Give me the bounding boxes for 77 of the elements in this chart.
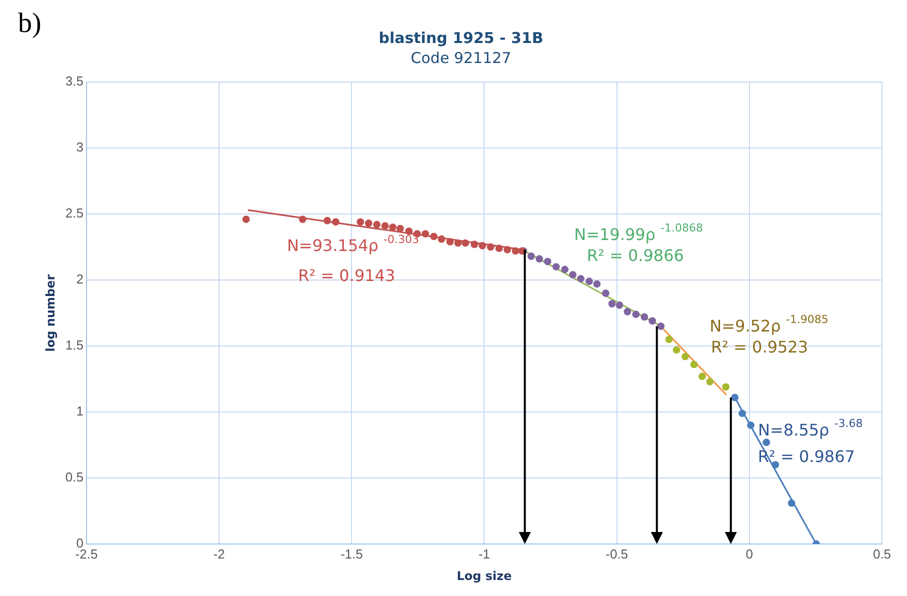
text: b): [18, 8, 42, 40]
point: [731, 394, 739, 402]
point: [389, 224, 396, 231]
point: [657, 322, 665, 330]
x-tick-label: -2: [213, 546, 225, 562]
chart-title: blasting 1925 - 31B: [378, 28, 544, 47]
point: [640, 313, 648, 321]
point: [298, 216, 306, 223]
point: [698, 372, 706, 380]
point: [396, 224, 404, 232]
annotation: R² = 0.9143: [298, 266, 396, 286]
x-tick-label: -1: [478, 546, 490, 562]
y-tick-label: 1.5: [65, 338, 84, 353]
point: [422, 230, 430, 238]
point: [486, 243, 494, 251]
point: [762, 438, 770, 446]
point: [364, 220, 372, 227]
point: [747, 422, 754, 429]
x-tick-label: 0.5: [872, 546, 892, 562]
point: [788, 499, 796, 507]
point: [577, 274, 584, 282]
y-tick-label: 2: [76, 272, 84, 287]
point: [586, 278, 593, 286]
annotation: R² = 0.9866: [586, 246, 684, 265]
chart-subtitle: Code 921127: [410, 48, 512, 67]
annotation: N=19.99ρ -1.0868: [574, 222, 704, 244]
x-tick-label: -1.5: [340, 546, 363, 562]
x-tick-label: 0: [746, 546, 754, 562]
point: [593, 280, 601, 288]
y-tick-label: 1: [76, 404, 84, 419]
point: [381, 222, 389, 230]
point: [405, 227, 413, 235]
annotation: N=9.52ρ -1.9085: [710, 313, 828, 336]
point: [602, 290, 610, 297]
point: [569, 271, 577, 278]
point: [608, 300, 616, 308]
y-tick-label: 0.5: [65, 470, 84, 485]
y-tick-label: 3.5: [65, 74, 84, 89]
point: [512, 247, 520, 255]
point: [616, 301, 624, 309]
point: [682, 352, 689, 360]
point: [454, 239, 462, 247]
point: [478, 242, 486, 250]
y-axis-title: log number: [43, 274, 58, 352]
y-tick-label: 2.5: [65, 206, 84, 221]
point: [632, 310, 640, 318]
point: [504, 246, 512, 254]
point: [462, 239, 470, 247]
point: [552, 263, 560, 270]
x-tick-label: -0.5: [606, 546, 628, 562]
point: [373, 220, 381, 228]
point: [672, 346, 680, 354]
point: [544, 258, 552, 266]
annotation: N=93.154ρ -0.303: [286, 232, 420, 256]
point: [527, 252, 535, 260]
y-tick-label: 3: [76, 140, 84, 155]
point: [356, 218, 364, 226]
point: [706, 378, 714, 386]
point: [722, 383, 730, 391]
point: [324, 216, 331, 224]
point: [470, 240, 478, 248]
point: [438, 235, 446, 243]
point: [430, 232, 438, 240]
point: [495, 244, 503, 252]
point: [738, 410, 746, 418]
point: [665, 336, 673, 344]
annotation: N=8.55ρ -3.68: [758, 417, 863, 440]
point: [446, 238, 454, 246]
point: [624, 308, 632, 316]
x-axis-title: Log size: [456, 568, 512, 583]
point: [561, 266, 569, 274]
point: [332, 218, 340, 226]
point: [648, 317, 656, 325]
annotation: R² = 0.9523: [710, 337, 808, 356]
point: [242, 216, 250, 223]
point: [690, 360, 698, 368]
point: [536, 255, 544, 263]
